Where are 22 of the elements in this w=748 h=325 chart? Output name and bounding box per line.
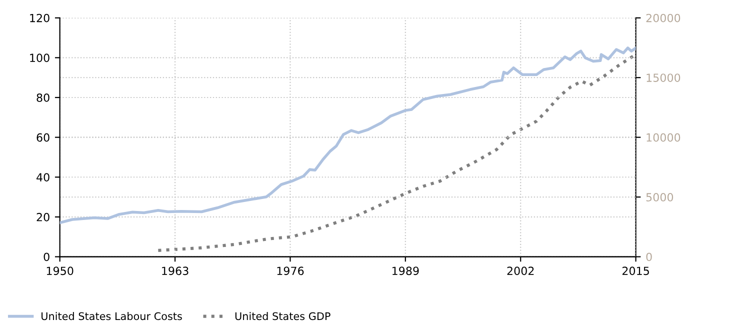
x-tick-label: 1976 bbox=[277, 266, 304, 276]
y-tick-label: 0 bbox=[44, 252, 50, 262]
x-tick-label: 2002 bbox=[507, 266, 534, 276]
y2-tick-label: 15000 bbox=[646, 74, 680, 82]
x-tick-label: 1963 bbox=[162, 266, 188, 276]
legend-label: United States GDP bbox=[235, 312, 330, 320]
y2-tick-label: 10000 bbox=[646, 133, 680, 142]
y-tick-label: 60 bbox=[36, 133, 50, 142]
line-series bbox=[60, 46, 636, 224]
x-tick-label: 1950 bbox=[46, 266, 74, 276]
x-tick-label: 2015 bbox=[622, 266, 649, 276]
line-series bbox=[156, 54, 635, 252]
y-tick-label: 120 bbox=[30, 14, 50, 22]
y2-tick-label: 5000 bbox=[646, 193, 674, 202]
y-tick-label: 40 bbox=[36, 173, 50, 182]
y-tick-label: 20 bbox=[36, 212, 50, 222]
y-tick-label: 100 bbox=[30, 54, 50, 62]
legend-label: United States Labour Costs bbox=[42, 312, 182, 320]
y2-tick-label: 20000 bbox=[646, 14, 680, 22]
y-tick-label: 80 bbox=[36, 93, 50, 102]
y2-tick-label: 0 bbox=[646, 252, 652, 262]
x-tick-label: 1989 bbox=[392, 266, 419, 276]
